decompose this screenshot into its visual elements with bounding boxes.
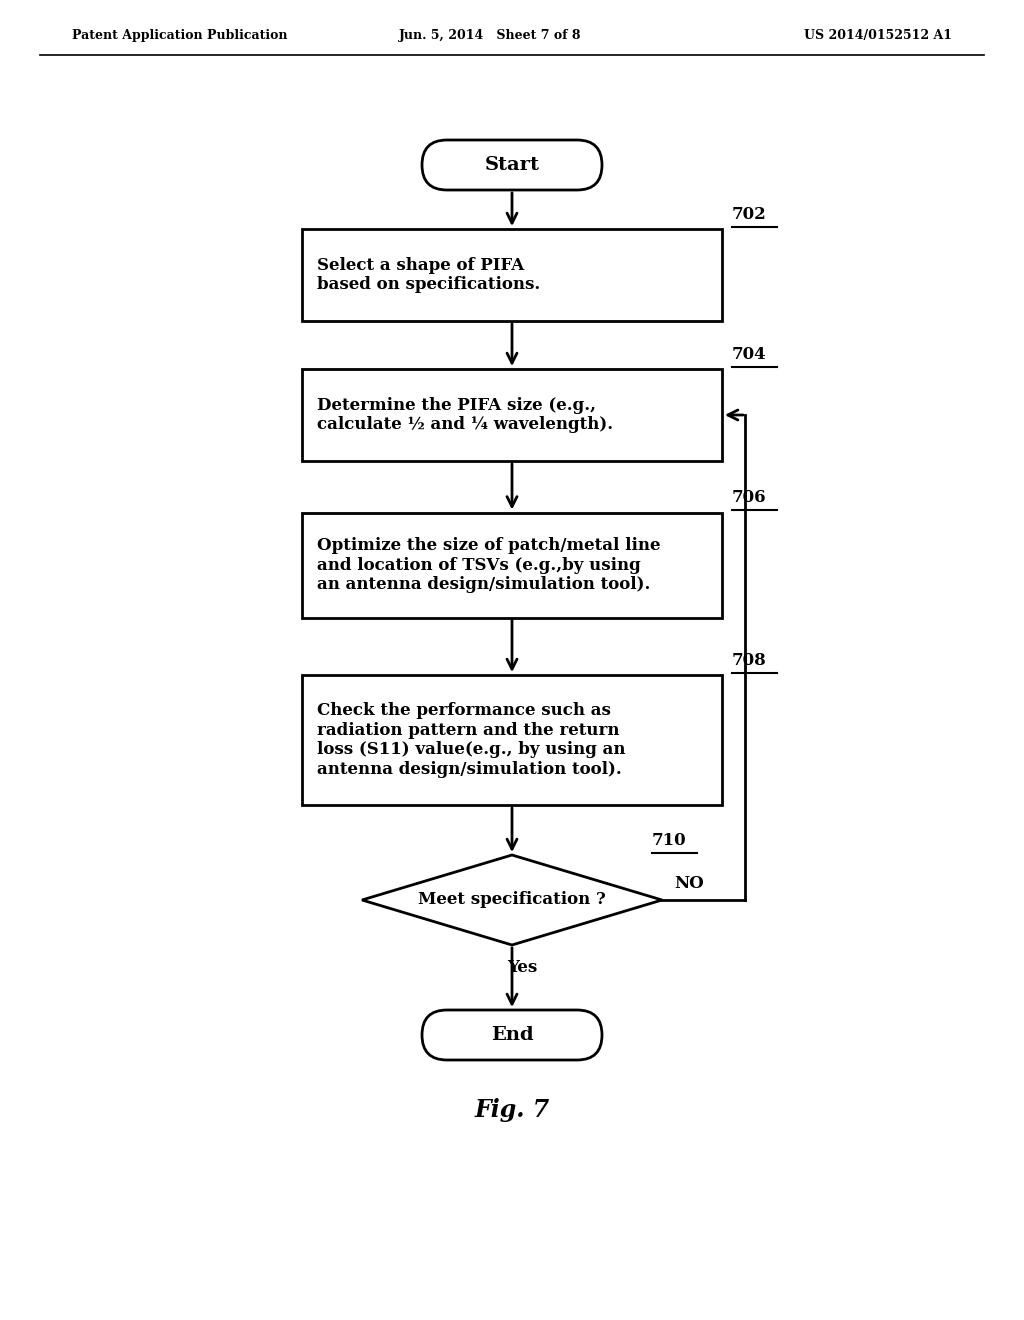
Text: Meet specification ?: Meet specification ? xyxy=(418,891,606,908)
Text: Start: Start xyxy=(484,156,540,174)
Text: Select a shape of PIFA
based on specifications.: Select a shape of PIFA based on specific… xyxy=(317,256,541,293)
Text: 704: 704 xyxy=(732,346,767,363)
Text: 702: 702 xyxy=(732,206,767,223)
Text: End: End xyxy=(490,1026,534,1044)
FancyBboxPatch shape xyxy=(302,228,722,321)
Text: Optimize the size of patch/metal line
and location of TSVs (e.g.,by using
an ant: Optimize the size of patch/metal line an… xyxy=(317,537,660,593)
FancyBboxPatch shape xyxy=(302,675,722,805)
Text: 710: 710 xyxy=(652,832,687,849)
Text: Determine the PIFA size (e.g.,
calculate ½ and ¼ wavelength).: Determine the PIFA size (e.g., calculate… xyxy=(317,397,613,433)
Polygon shape xyxy=(362,855,662,945)
Text: Fig. 7: Fig. 7 xyxy=(474,1098,550,1122)
Text: Patent Application Publication: Patent Application Publication xyxy=(72,29,288,41)
Text: Jun. 5, 2014   Sheet 7 of 8: Jun. 5, 2014 Sheet 7 of 8 xyxy=(398,29,582,41)
Text: Check the performance such as
radiation pattern and the return
loss (S11) value(: Check the performance such as radiation … xyxy=(317,702,626,777)
FancyBboxPatch shape xyxy=(302,512,722,618)
Text: NO: NO xyxy=(674,875,703,892)
FancyBboxPatch shape xyxy=(302,370,722,461)
FancyBboxPatch shape xyxy=(422,1010,602,1060)
FancyBboxPatch shape xyxy=(422,140,602,190)
Text: 708: 708 xyxy=(732,652,767,669)
Text: 706: 706 xyxy=(732,490,767,507)
Text: Yes: Yes xyxy=(507,958,538,975)
Text: US 2014/0152512 A1: US 2014/0152512 A1 xyxy=(804,29,952,41)
